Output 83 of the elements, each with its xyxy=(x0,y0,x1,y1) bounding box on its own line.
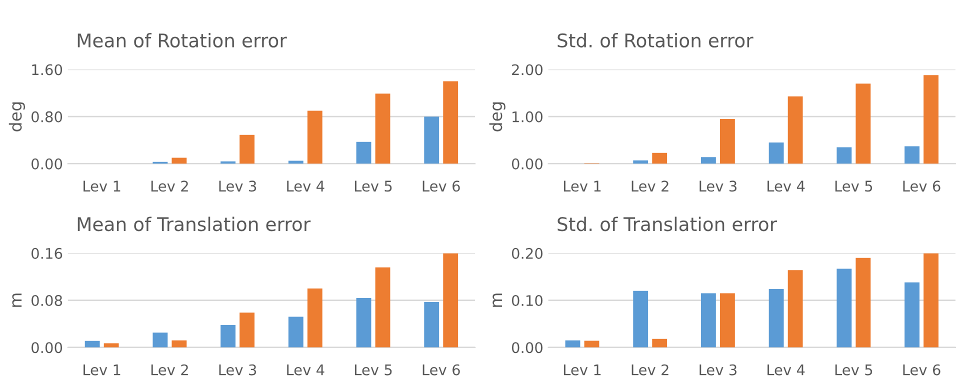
bar xyxy=(152,332,168,348)
y-tick-label: 0.00 xyxy=(32,158,62,170)
bar xyxy=(633,290,648,348)
x-tick-label: Lev 6 xyxy=(422,364,460,376)
x-tick-label: Lev 3 xyxy=(219,364,256,376)
bar xyxy=(240,312,255,348)
bar xyxy=(424,302,440,348)
x-tick-label: Lev 5 xyxy=(354,180,392,192)
bar xyxy=(924,75,938,164)
bar xyxy=(633,160,648,164)
x-tick-label: Lev 3 xyxy=(700,364,736,376)
x-tick-label: Lev 6 xyxy=(903,364,940,376)
bar xyxy=(720,118,735,164)
bar xyxy=(652,152,668,164)
bar xyxy=(768,142,784,164)
y-tick-label: 0.80 xyxy=(32,111,62,122)
bar xyxy=(84,340,100,348)
x-tick-label: Lev 2 xyxy=(151,180,188,192)
y-tick-label: 2.00 xyxy=(512,64,542,76)
bar xyxy=(307,110,322,164)
x-tick-label: Lev 5 xyxy=(354,364,392,376)
bar xyxy=(836,268,852,348)
bar xyxy=(356,142,372,164)
bar xyxy=(652,338,668,348)
y-axis-title: m xyxy=(492,294,502,307)
bar xyxy=(856,258,871,348)
x-tick-label: Lev 4 xyxy=(287,364,324,376)
y-tick-label: 0.08 xyxy=(32,295,62,306)
bar xyxy=(720,293,735,348)
chart-title: Mean of Translation error xyxy=(78,216,311,232)
bar xyxy=(836,147,852,164)
x-tick-label: Lev 6 xyxy=(903,180,940,192)
bar xyxy=(288,160,304,164)
x-tick-label: Lev 4 xyxy=(768,180,805,192)
bar xyxy=(375,94,390,164)
bar xyxy=(700,293,716,348)
bar xyxy=(768,288,784,348)
x-tick-label: Lev 6 xyxy=(422,180,460,192)
bar xyxy=(443,81,458,164)
bar xyxy=(856,84,871,164)
x-tick-label: Lev 2 xyxy=(632,180,668,192)
x-tick-label: Lev 2 xyxy=(632,364,668,376)
bar xyxy=(356,298,372,348)
bar xyxy=(700,157,716,164)
y-tick-label: 1.60 xyxy=(32,64,62,76)
y-axis-title: deg xyxy=(8,102,26,132)
bar xyxy=(904,282,920,348)
bar xyxy=(924,253,938,348)
x-tick-label: Lev 1 xyxy=(84,180,120,192)
x-tick-label: Lev 4 xyxy=(287,180,324,192)
x-tick-label: Lev 5 xyxy=(835,364,872,376)
y-tick-label: 0.00 xyxy=(32,342,62,354)
y-tick-label: 0.16 xyxy=(32,248,62,259)
y-tick-label: 0.10 xyxy=(512,295,542,306)
x-tick-label: Lev 5 xyxy=(835,180,872,192)
x-tick-label: Lev 3 xyxy=(219,180,256,192)
x-tick-label: Lev 3 xyxy=(700,180,736,192)
bar xyxy=(240,134,255,164)
y-axis-title: m xyxy=(12,294,22,307)
bar xyxy=(288,316,304,348)
bar xyxy=(172,158,187,164)
x-tick-label: Lev 1 xyxy=(84,364,120,376)
chart-title: Mean of Rotation error xyxy=(78,33,287,48)
y-tick-label: 0.00 xyxy=(512,158,542,170)
x-tick-label: Lev 4 xyxy=(768,364,805,376)
chart-title: Std. of Rotation error xyxy=(558,33,754,48)
chart-title: Std. of Translation error xyxy=(558,216,778,232)
x-tick-label: Lev 2 xyxy=(151,364,188,376)
bar xyxy=(220,325,236,348)
bar xyxy=(904,146,920,164)
y-tick-label: 0.00 xyxy=(512,342,542,354)
x-tick-label: Lev 1 xyxy=(564,364,601,376)
y-axis-title: deg xyxy=(489,102,506,132)
bar xyxy=(375,267,390,348)
x-tick-label: Lev 1 xyxy=(564,180,601,192)
bar xyxy=(172,340,187,348)
y-tick-label: 0.20 xyxy=(512,248,542,259)
bar xyxy=(788,96,803,164)
y-tick-label: 1.00 xyxy=(512,111,542,122)
bar xyxy=(424,116,440,164)
bar xyxy=(443,253,458,348)
bar xyxy=(307,288,322,348)
bar xyxy=(788,270,803,348)
